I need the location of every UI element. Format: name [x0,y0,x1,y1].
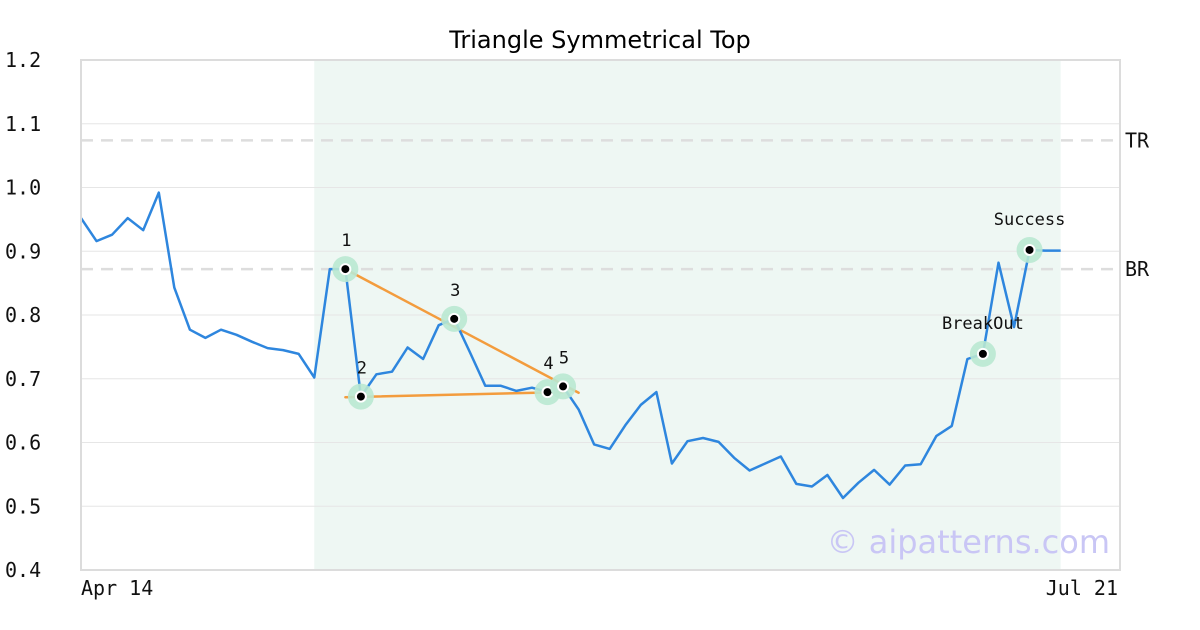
price-line [79,191,1061,500]
axes [80,59,1121,571]
y-tick-label: 0.9 [5,239,41,263]
y-tick-label: 0.5 [5,494,41,518]
x-tick-label: Apr 14 [81,576,153,600]
pattern-point-marker [354,390,367,403]
pattern-point-marker [448,312,461,325]
x-tick-label: Jul 21 [1046,576,1118,600]
y-tick-label: 0.8 [5,303,41,327]
annotation-point-marker [976,347,989,360]
series [79,191,1061,500]
trend-line [344,390,565,399]
grid [81,123,1120,507]
y-tick-label: 1.0 [5,176,41,200]
y-tick-label: 1.1 [5,112,41,136]
annotation-point-marker [1023,243,1036,256]
reference-lines [81,139,1120,271]
plot-frame [80,59,1121,571]
y-tick-label: 1.2 [5,48,41,72]
pattern-point-label: 4 [543,354,553,374]
y-tick-label: 0.4 [5,558,41,582]
pattern-point-label: 3 [450,281,460,301]
y-tick-label: 0.7 [5,367,41,391]
chart-title: Triangle Symmetrical Top [448,26,751,54]
pattern-point-marker [339,263,352,276]
annotation-label: BreakOut [942,314,1024,334]
y-tick-label: 0.6 [5,431,41,455]
pattern-point-label: 1 [341,231,351,251]
reference-line-label: BR [1125,257,1150,281]
watermark: © aipatterns.com [827,523,1110,561]
annotation-label: Success [994,210,1066,230]
labels: 0.4 0.5 0.6 0.7 0.8 0.9 1.0 1.1 1.2 TR BR 1 2 3 4 5 Brea… [5,48,1150,600]
pattern-point-label: 5 [559,348,569,368]
pattern-point-marker [557,380,570,393]
reference-line-label: TR [1125,128,1150,152]
pattern-points [332,236,1043,410]
pattern-point-label: 2 [357,359,367,379]
trend-line [344,267,580,395]
trend-lines [344,267,580,399]
